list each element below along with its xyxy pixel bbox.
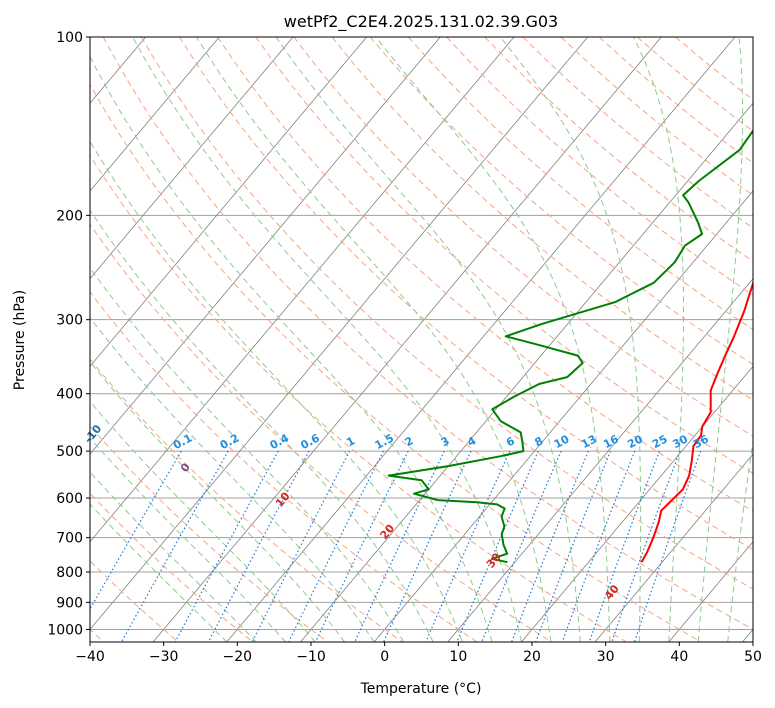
dry-adiabat-line xyxy=(90,83,702,642)
plot-frame xyxy=(89,36,754,643)
moist-adiabat-line xyxy=(499,37,642,642)
moist-adiabat-line xyxy=(90,437,287,642)
moist-adiabat-line xyxy=(90,316,375,642)
isotherm-line xyxy=(594,453,753,642)
dewpoint-profile-line xyxy=(387,129,753,564)
y-tick-label: 300 xyxy=(56,313,83,329)
moist-adiabat-line xyxy=(132,37,522,642)
moist-adiabat-line xyxy=(90,55,493,642)
dry-adiabat-line xyxy=(255,37,753,474)
y-tick-label: 100 xyxy=(56,30,83,46)
mixing-ratio-label: 20 xyxy=(625,432,645,451)
mixing-ratio-label: 30 xyxy=(670,432,690,451)
x-tick-label: 20 xyxy=(523,649,541,665)
y-tick-label: 700 xyxy=(56,531,83,547)
x-axis-label: Temperature (°C) xyxy=(360,681,482,697)
moist-adiabat-line xyxy=(275,37,581,642)
isotherm-line xyxy=(447,278,753,642)
y-tick-label: 900 xyxy=(56,595,83,611)
x-tick-label: −20 xyxy=(223,649,253,665)
x-tick-label: 30 xyxy=(597,649,615,665)
mixing-ratio-line xyxy=(634,450,702,642)
isotherm-line xyxy=(521,365,753,642)
line-annotations: 0.1 0.2 0.4 0.6 1 1.5 2 3 4 6 8 10 13 16 20 25 30 36-1001… xyxy=(82,422,712,602)
mixing-ratio-line xyxy=(207,450,310,642)
moist-adiabat-line xyxy=(727,437,753,642)
dry-adiabat-line xyxy=(90,358,403,642)
x-tick-label: −10 xyxy=(296,649,326,665)
background-lines xyxy=(90,37,753,642)
x-axis: −40 −30 −20 −10 0 10 20 30 40 50 xyxy=(75,642,762,665)
temperature-profile-line xyxy=(640,280,753,563)
mixing-ratio-line xyxy=(314,450,409,642)
y-axis-label: Pressure (hPa) xyxy=(12,290,28,390)
y-tick-label: 1000 xyxy=(47,622,83,638)
dry-adiabat-line xyxy=(331,37,753,401)
dry-adiabat-line xyxy=(102,37,753,630)
chart-title: wetPf2_C2E4.2025.131.02.39.G03 xyxy=(284,12,558,32)
mixing-ratio-line xyxy=(251,450,351,642)
mixing-ratio-line xyxy=(354,450,445,642)
mixing-ratio-label: 13 xyxy=(579,432,599,451)
dry-adiabat-line xyxy=(293,37,753,437)
mixing-ratio-line xyxy=(535,450,612,642)
mixing-ratio-line xyxy=(561,450,636,642)
mixing-ratio-line xyxy=(588,450,660,642)
dry-adiabat-line xyxy=(90,425,329,642)
isotherm-line xyxy=(668,541,753,642)
moist-adiabat-line xyxy=(90,140,463,642)
moist-adiabat-line xyxy=(90,209,434,642)
y-tick-label: 500 xyxy=(56,444,83,460)
mixing-ratio-label: 16 xyxy=(601,432,621,451)
x-tick-label: −40 xyxy=(75,649,105,665)
mixing-ratio-label: 36 xyxy=(691,432,711,451)
dry-adiabat-line xyxy=(140,37,753,590)
mixing-ratio-line xyxy=(288,450,384,642)
dry-adiabat-line xyxy=(90,492,254,642)
mixing-ratio-line xyxy=(611,450,681,642)
y-tick-label: 800 xyxy=(56,565,83,581)
mixing-ratio-label: 25 xyxy=(650,432,670,451)
dry-adiabat-line xyxy=(90,154,627,642)
moist-adiabat-line xyxy=(375,37,611,642)
y-axis: 100 200 300 400 500 600 700 800 900 1000 xyxy=(47,30,90,638)
dry-adiabat-line xyxy=(90,560,179,642)
mixing-ratio-line xyxy=(383,450,472,642)
isotherm-line xyxy=(90,37,441,455)
dry-adiabat-line xyxy=(90,223,553,642)
isotherm-line xyxy=(373,190,753,642)
isotherm-line xyxy=(90,37,515,543)
moist-adiabat-line xyxy=(90,503,228,642)
x-tick-label: −30 xyxy=(149,649,179,665)
mixing-ratio-line xyxy=(481,450,562,642)
isotherm-line xyxy=(226,37,736,642)
isotherm-line xyxy=(152,37,662,642)
x-tick-label: 40 xyxy=(670,649,688,665)
y-tick-label: 200 xyxy=(56,208,83,224)
moist-adiabat-line xyxy=(196,37,552,642)
y-tick-label: 600 xyxy=(56,491,83,507)
moist-adiabat-line xyxy=(90,400,316,642)
mixing-ratio-label: 10 xyxy=(552,432,572,451)
moist-adiabat-line xyxy=(633,37,684,642)
x-tick-label: 0 xyxy=(380,649,389,665)
isotherm-line xyxy=(90,37,368,367)
data-series xyxy=(387,129,753,564)
mixing-ratio-line xyxy=(511,450,589,642)
mixing-ratio-line xyxy=(120,450,229,642)
moist-adiabat-line xyxy=(90,471,257,642)
moist-adiabat-line xyxy=(90,267,405,642)
moist-adiabat-line xyxy=(90,360,346,642)
x-tick-label: 10 xyxy=(449,649,467,665)
y-tick-label: 400 xyxy=(56,387,83,403)
moist-adiabat-line xyxy=(697,37,744,642)
dry-adiabat-line xyxy=(90,291,478,642)
mixing-ratio-line xyxy=(174,450,279,642)
x-tick-label: 50 xyxy=(744,649,762,665)
